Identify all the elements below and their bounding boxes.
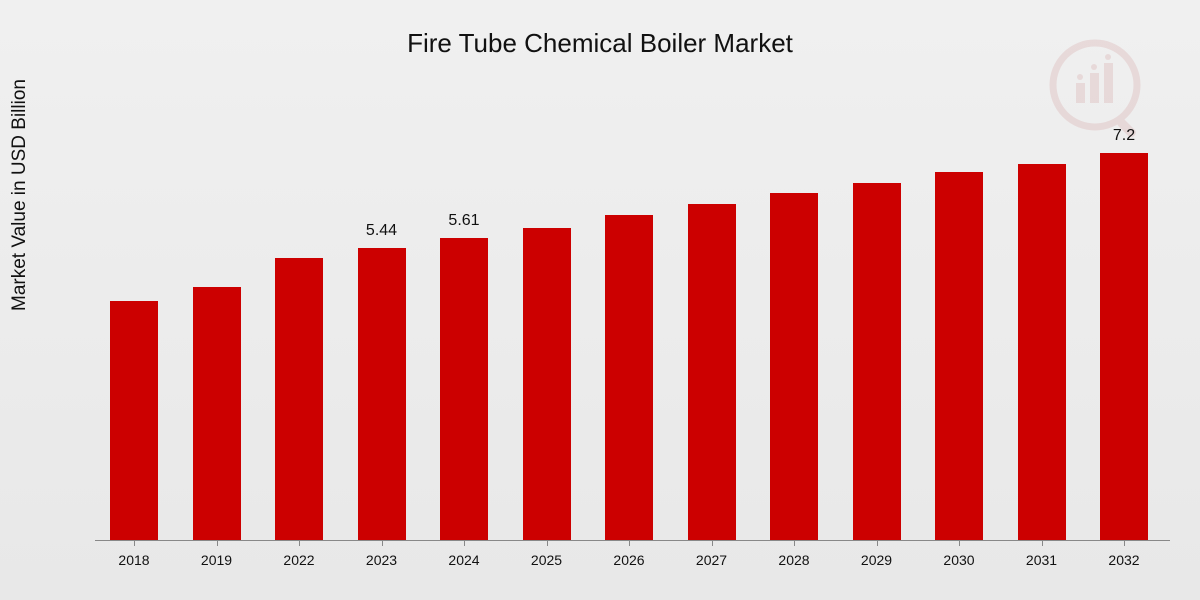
bar	[523, 228, 571, 540]
bar	[853, 183, 901, 540]
y-axis-label: Market Value in USD Billion	[9, 79, 31, 311]
bar	[935, 172, 983, 540]
x-tick-label: 2025	[531, 552, 562, 568]
x-tick-label: 2022	[283, 552, 314, 568]
x-tick-label: 2029	[861, 552, 892, 568]
bar	[1018, 164, 1066, 540]
bar-value-label: 5.61	[448, 212, 479, 230]
bar	[110, 301, 158, 540]
bar	[358, 248, 406, 540]
x-tick-label: 2024	[448, 552, 479, 568]
x-tick-label: 2018	[118, 552, 149, 568]
plot-area: 20182019202220235.4420245.61202520262027…	[95, 110, 1170, 540]
bar	[1100, 153, 1148, 540]
x-tick-label: 2030	[943, 552, 974, 568]
chart-container: 20182019202220235.4420245.61202520262027…	[95, 110, 1170, 540]
bar-value-label: 5.44	[366, 222, 397, 240]
x-tick-label: 2026	[613, 552, 644, 568]
bar	[770, 193, 818, 540]
x-tick-label: 2019	[201, 552, 232, 568]
x-tick-label: 2031	[1026, 552, 1057, 568]
bar	[440, 238, 488, 540]
bar	[275, 258, 323, 540]
bar	[193, 287, 241, 540]
chart-title: Fire Tube Chemical Boiler Market	[0, 0, 1200, 59]
bar-value-label: 7.2	[1113, 127, 1135, 145]
x-tick-label: 2027	[696, 552, 727, 568]
x-tick-label: 2028	[778, 552, 809, 568]
bar	[605, 215, 653, 540]
x-tick-label: 2032	[1108, 552, 1139, 568]
x-axis-line	[95, 540, 1170, 541]
x-tick-label: 2023	[366, 552, 397, 568]
bar	[688, 204, 736, 540]
